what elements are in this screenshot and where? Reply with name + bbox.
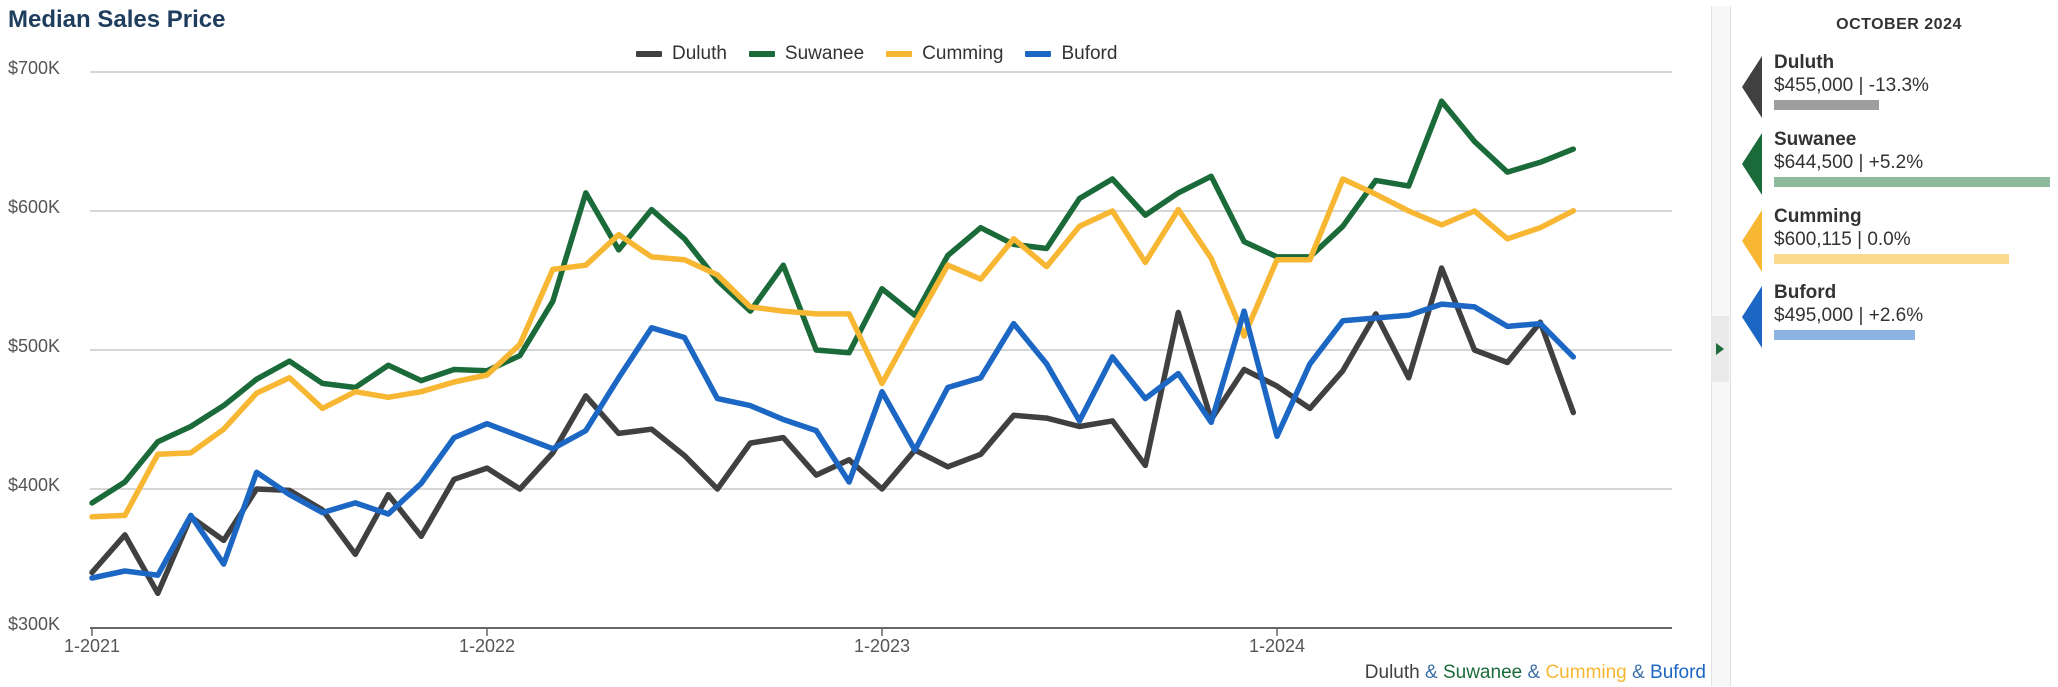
legend-label-duluth: Duluth (672, 43, 727, 64)
panel-marker-buford (1742, 286, 1762, 348)
credit-amp-2: & (1527, 662, 1541, 683)
summary-panel: OCTOBER 2024 Duluth $455,000 | -13.3% Su… (1740, 0, 2058, 687)
credit-buford: Buford (1650, 662, 1706, 683)
panel-toggle-button[interactable] (1711, 316, 1729, 382)
panel-bar (1774, 330, 1915, 340)
legend-label-suwanee: Suwanee (784, 43, 865, 64)
legend-swatch-duluth (636, 51, 662, 57)
panel-bar (1774, 254, 2009, 264)
y-tick-label: $600K (8, 197, 60, 217)
x-tick-label: 1-2023 (854, 636, 910, 656)
panel-value: $455,000 | -13.3% (1774, 75, 1929, 96)
series-line-cumming (89, 176, 1577, 520)
panel-marker-suwanee (1742, 133, 1762, 195)
series-line-duluth (89, 265, 1577, 597)
legend-swatch-suwanee (748, 51, 775, 57)
panel-bar (1774, 177, 2050, 187)
caret-right-icon (1716, 343, 1724, 355)
x-tick-label: 1-2022 (459, 636, 515, 656)
y-tick-label: $300K (8, 614, 60, 634)
panel-name: Cumming (1774, 206, 1862, 227)
panel-name: Duluth (1774, 52, 1835, 73)
panel-value: $600,115 | 0.0% (1774, 229, 1911, 250)
series-credit: Duluth & Suwanee & Cumming & Buford (1365, 662, 1706, 684)
y-tick-label: $500K (8, 336, 60, 356)
panel-item-cumming[interactable]: Cumming $600,115 | 0.0% (1740, 206, 2058, 280)
series-line-suwanee (89, 98, 1577, 506)
credit-suwanee: Suwanee (1442, 662, 1523, 683)
legend-item-duluth[interactable]: Duluth (636, 43, 727, 65)
credit-cumming: Cumming (1545, 662, 1627, 683)
y-tick-label: $700K (8, 58, 60, 78)
panel-marker-shape (1742, 210, 1762, 272)
panel-heading: OCTOBER 2024 (1836, 16, 1962, 33)
legend-label-cumming: Cumming (922, 43, 1004, 64)
panel-item-duluth[interactable]: Duluth $455,000 | -13.3% (1740, 52, 2058, 126)
credit-duluth: Duluth (1364, 662, 1420, 683)
panel-marker-duluth (1742, 56, 1762, 118)
legend-swatch-cumming (886, 51, 913, 57)
credit-amp-1: & (1425, 662, 1438, 683)
panel-marker-cumming (1742, 210, 1762, 272)
panel-marker-shape (1742, 286, 1762, 348)
chart-legend: Duluth Suwanee Cumming Buford (636, 40, 1117, 68)
legend-item-cumming[interactable]: Cumming (886, 43, 1003, 65)
x-tick-label: 1-2021 (64, 636, 120, 656)
panel-value: $644,500 | +5.2% (1774, 152, 1924, 173)
y-tick-label: $400K (8, 475, 60, 495)
panel-item-buford[interactable]: Buford $495,000 | +2.6% (1740, 282, 2058, 356)
panel-value: $495,000 | +2.6% (1774, 305, 1924, 326)
x-tick-label: 1-2024 (1249, 636, 1305, 656)
chart-title: Median Sales Price (8, 6, 226, 33)
legend-label-buford: Buford (1061, 43, 1118, 64)
panel-name: Buford (1774, 282, 1837, 303)
legend-item-buford[interactable]: Buford (1025, 43, 1117, 65)
panel-name: Suwanee (1774, 129, 1857, 150)
line-chart: $300K $400K $500K $600K $700K 1-2021 1-2022 1-2… (8, 58, 1672, 656)
legend-swatch-buford (1025, 51, 1052, 57)
panel-marker-shape (1742, 56, 1762, 118)
series-line-buford (89, 301, 1577, 581)
credit-amp-3: & (1632, 662, 1645, 683)
panel-item-suwanee[interactable]: Suwanee $644,500 | +5.2% (1740, 129, 2058, 203)
panel-bar (1774, 100, 1879, 110)
panel-marker-shape (1742, 133, 1762, 195)
legend-item-suwanee[interactable]: Suwanee (748, 43, 865, 65)
